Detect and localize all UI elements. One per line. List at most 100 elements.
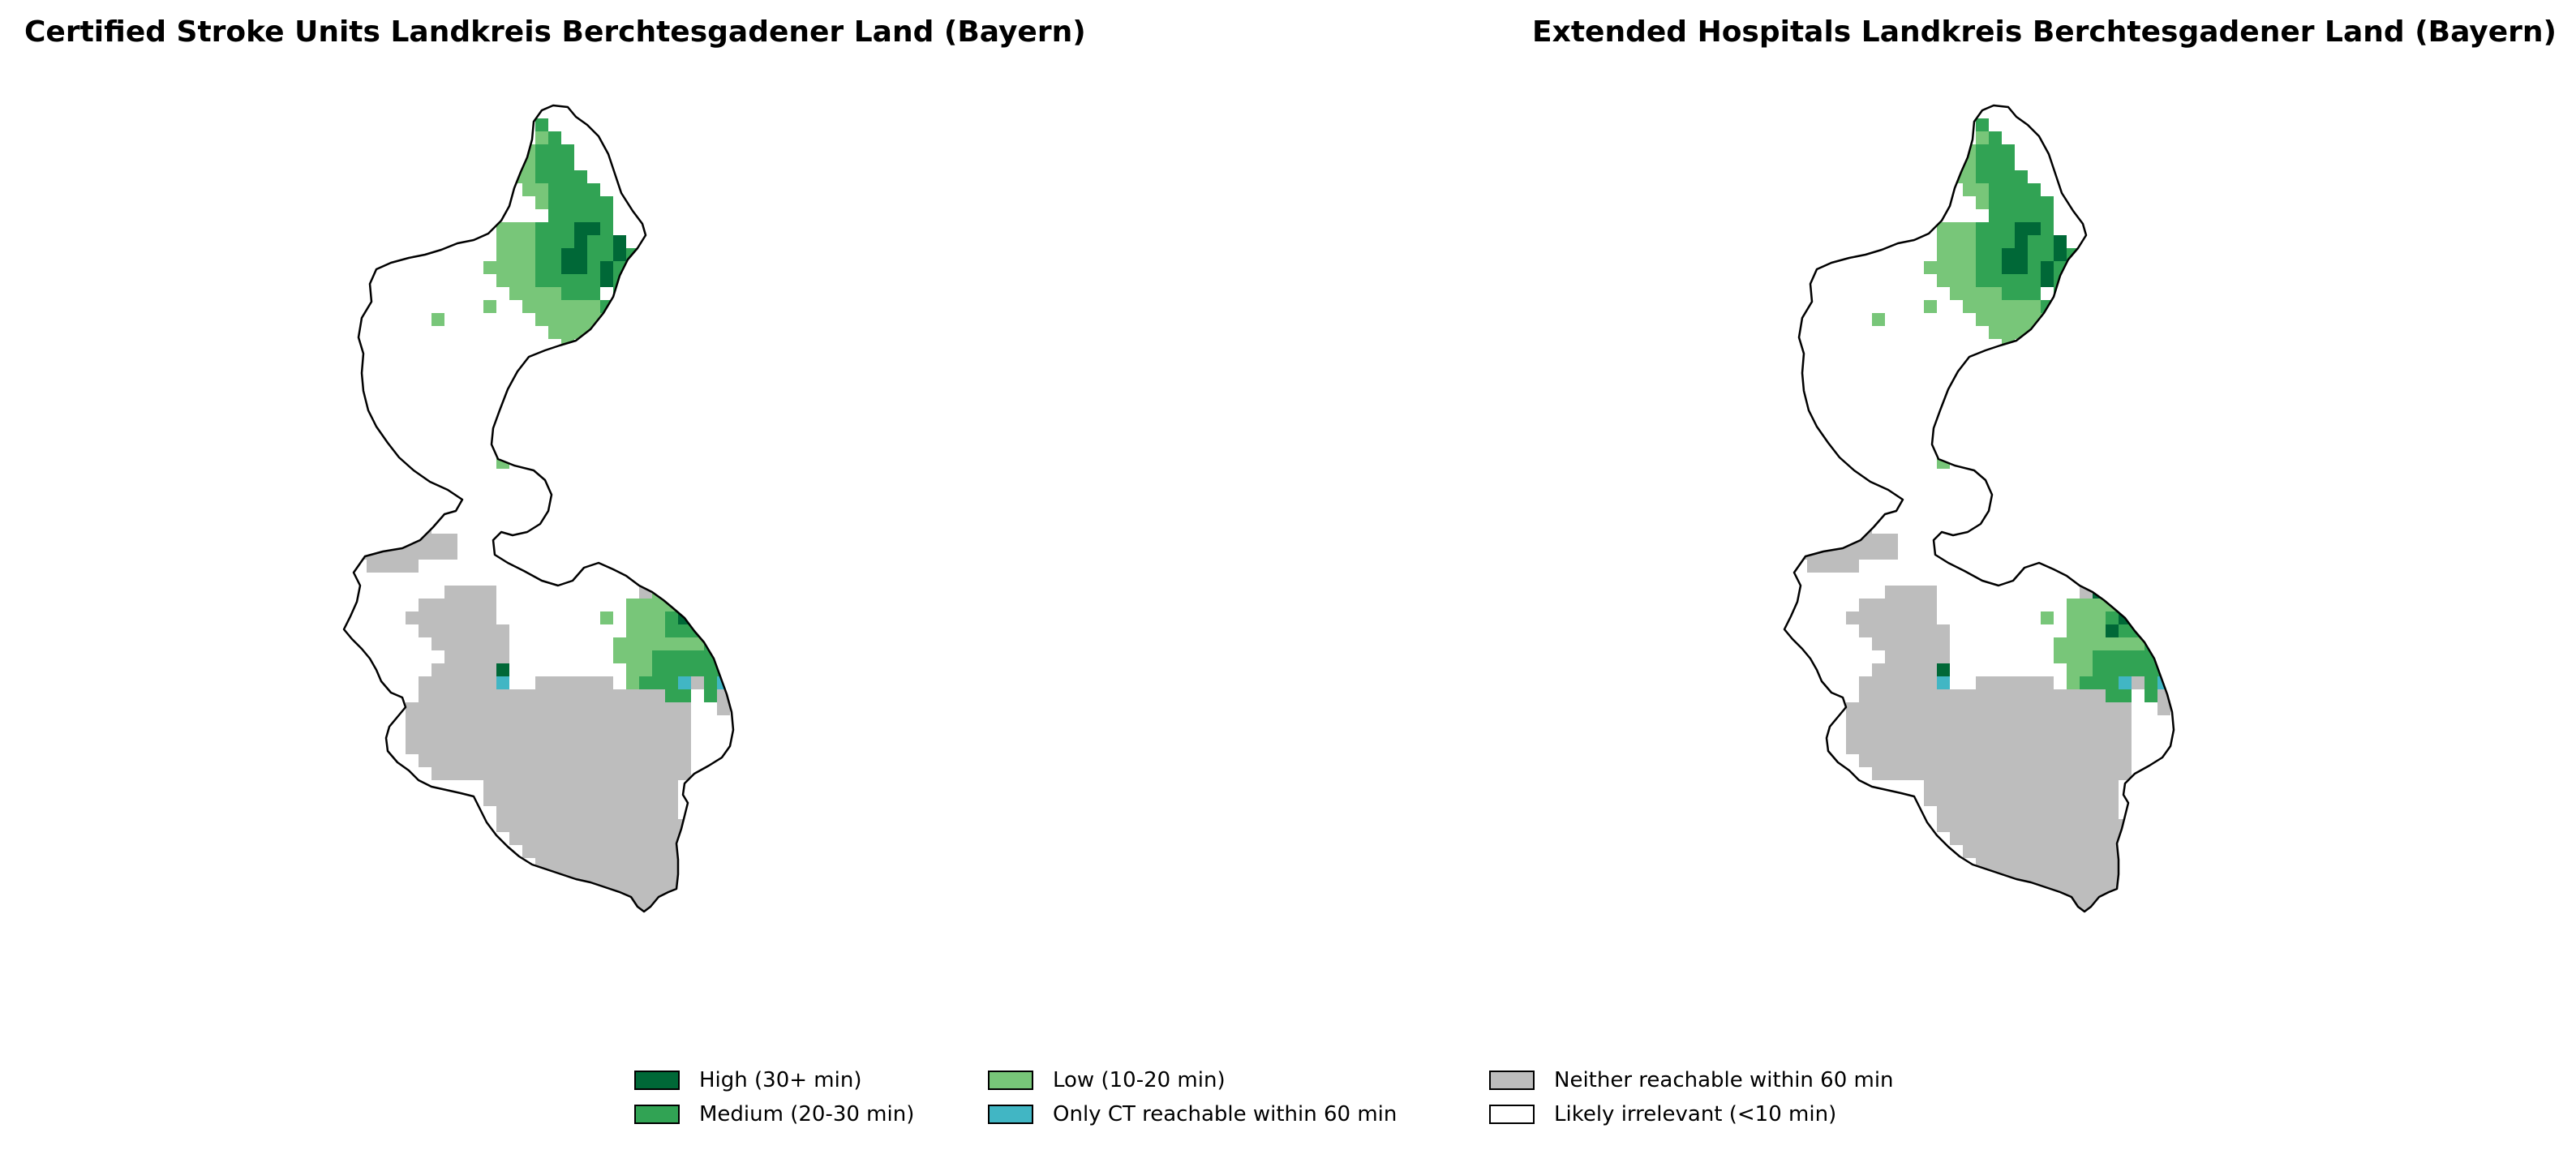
legend-label-irrelevant: Likely irrelevant (<10 min) [1554, 1102, 1837, 1126]
right-map-cell [2106, 624, 2174, 637]
left-map-cell [393, 521, 431, 534]
right-map-cell [1846, 702, 2132, 715]
left-map-cell [730, 676, 733, 689]
left-map-cell [548, 196, 613, 209]
right-map-cell [1872, 637, 1950, 650]
right-map-cell [1846, 728, 2132, 741]
right-map-cell [2132, 547, 2145, 560]
right-map-district-outline [1783, 104, 2175, 913]
right-map-cell [2157, 573, 2170, 586]
right-map-cell [2080, 560, 2119, 573]
left-map-cell [431, 637, 509, 650]
left-map-cell [678, 560, 691, 573]
right-map-cell [2157, 689, 2174, 702]
map-extended-hospitals [1783, 104, 2222, 913]
left-map-cell [548, 871, 678, 884]
left-map-cell [419, 676, 496, 689]
right-map-cell [2145, 611, 2174, 624]
left-map-cell [704, 534, 717, 547]
right-map-cell [1885, 650, 1950, 663]
left-map-cell [522, 300, 600, 313]
right-map-cell [1872, 663, 1937, 676]
right-map-cell [1924, 793, 2119, 806]
left-map-cell [535, 313, 613, 326]
right-map-cell [1937, 274, 1976, 287]
right-map-cell [1937, 248, 1976, 261]
left-map-cell [756, 663, 782, 676]
left-map-cell [496, 676, 509, 689]
left-map-cell [704, 637, 733, 650]
left-map-cell [496, 248, 535, 261]
right-map-cell [2054, 650, 2093, 663]
right-map-cell [1976, 196, 1989, 209]
right-map-cell [2067, 663, 2093, 676]
right-map-cell [2054, 637, 2145, 650]
left-map-cell [639, 547, 691, 560]
legend-swatch-high [634, 1071, 680, 1090]
legend: High (30+ min) Medium (20-30 min) Low (1… [634, 1064, 1948, 1137]
left-map-cell [704, 560, 717, 573]
left-map-cell [522, 183, 548, 196]
right-map-cell [2132, 560, 2145, 573]
left-map-cell [496, 274, 535, 287]
right-map-cell [2067, 534, 2157, 547]
left-map-cell [717, 560, 733, 573]
left-map-cell [717, 547, 733, 560]
left-map-cell [626, 534, 717, 547]
right-map-cell [2157, 534, 2170, 547]
right-map-cell [1976, 313, 2054, 326]
left-map-cell [509, 287, 561, 300]
right-map-cell [1937, 676, 1950, 689]
right-map-cell [1859, 676, 1937, 689]
right-map-cell [2002, 248, 2028, 261]
right-map-cell [2145, 637, 2174, 650]
left-map-cell [587, 339, 600, 352]
left-map-cell [444, 650, 509, 663]
left-map-cell [613, 235, 626, 248]
right-map-cell [2041, 611, 2054, 624]
left-map-cell [704, 573, 717, 586]
right-map-cell [1950, 287, 2002, 300]
left-map-cell [678, 611, 704, 624]
right-map-cell [2002, 287, 2041, 300]
right-map-cell [1989, 326, 2028, 339]
left-map-cell [639, 573, 678, 586]
left-map-cell [561, 248, 587, 261]
left-map-cell [561, 287, 600, 300]
right-map-cell [2067, 521, 2145, 534]
left-map-cell [730, 586, 733, 599]
left-map-cell [406, 611, 419, 624]
left-map-cell [678, 586, 691, 599]
right-map-cell [2145, 599, 2157, 611]
legend-label-low: Low (10-20 min) [1053, 1068, 1226, 1092]
right-map-cell [1976, 144, 2015, 157]
left-map-cell [535, 131, 548, 144]
left-map-cell [587, 222, 600, 235]
left-map-cell [626, 611, 665, 624]
left-map-cell [678, 676, 691, 689]
left-map-cell [548, 131, 561, 144]
right-map-cell [2067, 261, 2080, 274]
left-map-cell [444, 586, 496, 599]
left-map-cell [496, 235, 535, 248]
left-map-cell [626, 663, 652, 676]
left-map-cell [600, 274, 613, 287]
right-map-cell [1963, 183, 1989, 196]
legend-label-ct-only: Only CT reachable within 60 min [1053, 1102, 1397, 1126]
right-map-cell [1976, 858, 2119, 871]
right-map-cell [2196, 663, 2222, 676]
legend-item-ct-only: Only CT reachable within 60 min [988, 1098, 1397, 1131]
legend-swatch-irrelevant [1489, 1105, 1535, 1124]
legend-swatch-medium [634, 1105, 680, 1124]
left-map-cell [665, 611, 678, 624]
left-map-cell [419, 611, 496, 624]
right-map-cell [2145, 586, 2157, 599]
left-map-cell [626, 261, 639, 274]
legend-label-high: High (30+ min) [699, 1068, 862, 1092]
right-map-cell [1976, 274, 2041, 287]
right-map-cell [1846, 715, 2132, 728]
left-map-cell [600, 611, 613, 624]
left-map-cell [704, 689, 717, 702]
right-map-cell [1859, 611, 1937, 624]
left-map-cell [717, 689, 733, 702]
